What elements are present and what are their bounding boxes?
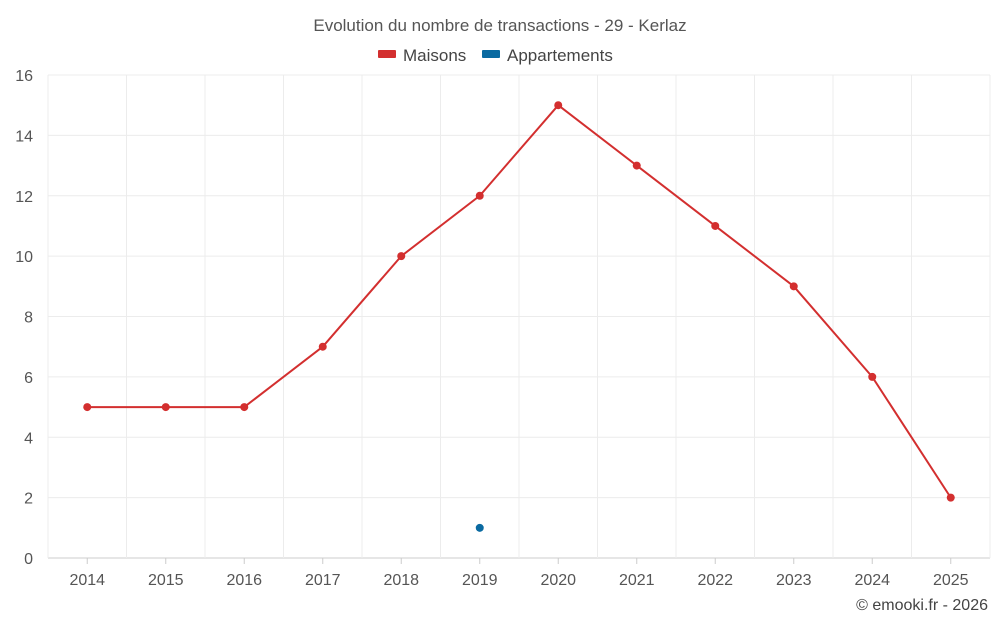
x-tick-label-2022: 2022 bbox=[697, 572, 733, 589]
y-axis: 0 2 4 6 8 10 12 14 16 bbox=[15, 68, 33, 568]
data-point-maisons-2025[interactable] bbox=[946, 493, 955, 502]
data-point-maisons-2016[interactable] bbox=[240, 403, 249, 412]
y-tick-label: 2 bbox=[24, 491, 33, 508]
legend-item-maisons[interactable]: Maisons bbox=[378, 46, 466, 65]
x-axis: 2014 2015 2016 2017 2018 2019 2020 2021 2022 2023… bbox=[69, 558, 969, 589]
data-point-maisons-2020[interactable] bbox=[554, 101, 563, 110]
data-point-appartements-2019[interactable] bbox=[475, 523, 484, 532]
chart-title: Evolution du nombre de transactions - 29… bbox=[313, 16, 686, 35]
legend-label-maisons: Maisons bbox=[403, 46, 466, 65]
y-tick-label: 6 bbox=[24, 370, 33, 387]
x-tick-label-2020: 2020 bbox=[540, 572, 576, 589]
grid bbox=[47, 74, 991, 559]
y-tick-label: 14 bbox=[15, 128, 33, 145]
y-tick-label: 4 bbox=[24, 430, 33, 447]
legend-item-appartements[interactable]: Appartements bbox=[482, 46, 613, 65]
series-line-maisons bbox=[87, 104, 952, 499]
x-tick-label-2025: 2025 bbox=[933, 572, 969, 589]
data-point-maisons-2019[interactable] bbox=[475, 191, 484, 200]
data-point-maisons-2017[interactable] bbox=[318, 342, 327, 351]
x-tick-label-2016: 2016 bbox=[226, 572, 262, 589]
x-tick-label-2014: 2014 bbox=[69, 572, 105, 589]
data-point-maisons-2022[interactable] bbox=[711, 221, 720, 230]
legend-swatch-appartements bbox=[482, 50, 500, 58]
x-tick-label-2023: 2023 bbox=[776, 572, 812, 589]
x-tick-label-2017: 2017 bbox=[305, 572, 341, 589]
x-tick-label-2024: 2024 bbox=[854, 572, 890, 589]
legend-label-appartements: Appartements bbox=[507, 46, 613, 65]
y-tick-label: 0 bbox=[24, 551, 33, 568]
y-tick-label: 16 bbox=[15, 68, 33, 85]
series-layer bbox=[83, 101, 955, 532]
legend-swatch-maisons bbox=[378, 50, 396, 58]
data-point-maisons-2018[interactable] bbox=[397, 252, 406, 261]
data-point-maisons-2014[interactable] bbox=[83, 403, 92, 412]
y-tick-label: 10 bbox=[15, 249, 33, 266]
x-tick-label-2019: 2019 bbox=[462, 572, 498, 589]
data-point-maisons-2023[interactable] bbox=[789, 282, 798, 291]
x-tick-label-2015: 2015 bbox=[148, 572, 184, 589]
legend: Maisons Appartements bbox=[378, 46, 613, 65]
y-tick-label: 12 bbox=[15, 189, 33, 206]
copyright-text: © emooki.fr - 2026 bbox=[856, 597, 988, 614]
x-tick-label-2021: 2021 bbox=[619, 572, 655, 589]
y-tick-label: 8 bbox=[24, 310, 33, 327]
data-point-maisons-2021[interactable] bbox=[632, 161, 641, 170]
x-tick-label-2018: 2018 bbox=[383, 572, 419, 589]
data-point-maisons-2024[interactable] bbox=[868, 372, 877, 381]
data-point-maisons-2015[interactable] bbox=[161, 403, 170, 412]
